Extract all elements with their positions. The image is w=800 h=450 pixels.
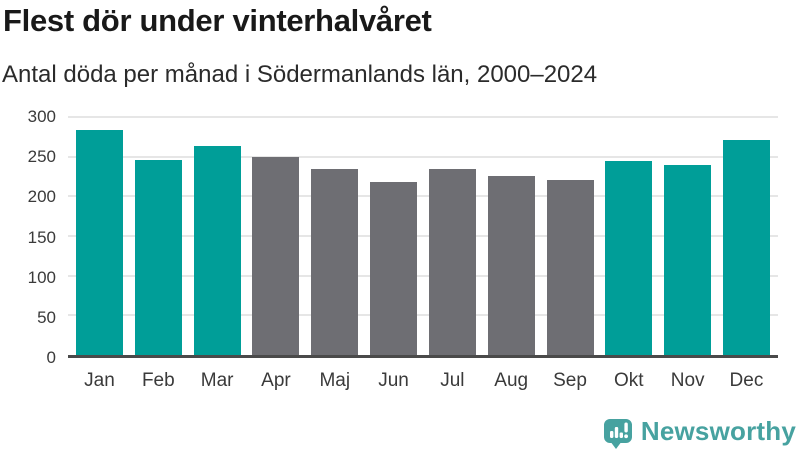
y-tick-0: 0 (46, 348, 56, 367)
x-tick-dec: Dec (729, 370, 764, 391)
newsworthy-logo: Newsworthy (603, 414, 796, 449)
gridline-150 (68, 235, 778, 237)
x-tick-jul: Jul (440, 370, 465, 391)
gridline-50 (68, 314, 778, 317)
x-tick-okt: Okt (614, 370, 644, 391)
mini-bar-2 (614, 427, 619, 438)
brand-name: Newsworthy (640, 416, 796, 446)
y-tick-250: 250 (27, 147, 56, 167)
x-tick-sep: Sep (553, 370, 587, 391)
bar-feb (134, 159, 182, 355)
gridline-200 (68, 195, 778, 198)
y-tick-150: 150 (27, 227, 56, 247)
bar-jul (428, 169, 476, 355)
x-tick-maj: Maj (319, 370, 351, 391)
bar-jun (370, 182, 418, 355)
x-tick-jan: Jan (84, 370, 115, 391)
x-tick-jun: Jun (378, 370, 409, 391)
y-axis-labels: 0 50 100 150 200 250 300 (0, 107, 56, 367)
y-tick-50: 50 (37, 307, 56, 327)
x-tick-feb: Feb (141, 370, 175, 391)
mini-bar-1 (609, 431, 614, 438)
bar-dec (722, 140, 770, 355)
gridlines (68, 116, 778, 355)
x-axis-labels: Jan Feb Mar Apr Maj Jun Jul Aug Sep Okt Nov Dec (68, 370, 778, 392)
bar-okt (605, 161, 653, 355)
exclamation-stem (624, 422, 628, 433)
chart-subtitle: Antal döda per månad i Södermanlands län… (2, 61, 598, 88)
bar-mar (193, 145, 241, 355)
bar-jan (76, 129, 123, 355)
plot-area (68, 116, 778, 358)
x-tick-nov: Nov (670, 370, 705, 391)
bar-chart-speech-bubble-icon (603, 419, 632, 449)
y-tick-100: 100 (27, 267, 56, 287)
mini-bar-3 (619, 432, 623, 438)
gridline-300 (68, 116, 778, 118)
bar-maj (311, 168, 359, 355)
bar-nov (664, 164, 712, 355)
chart-title: Flest dör under vinterhalvåret (3, 3, 432, 38)
y-tick-300: 300 (27, 107, 56, 126)
x-tick-apr: Apr (261, 370, 291, 391)
gridline-100 (68, 274, 778, 277)
x-tick-aug: Aug (494, 370, 529, 391)
bar-sep (546, 179, 594, 355)
y-tick-200: 200 (27, 187, 56, 207)
gridline-250 (68, 155, 778, 158)
bar-aug (487, 175, 535, 355)
exclamation-dot (624, 434, 628, 439)
bar-apr (252, 156, 300, 355)
x-tick-mar: Mar (200, 370, 234, 391)
